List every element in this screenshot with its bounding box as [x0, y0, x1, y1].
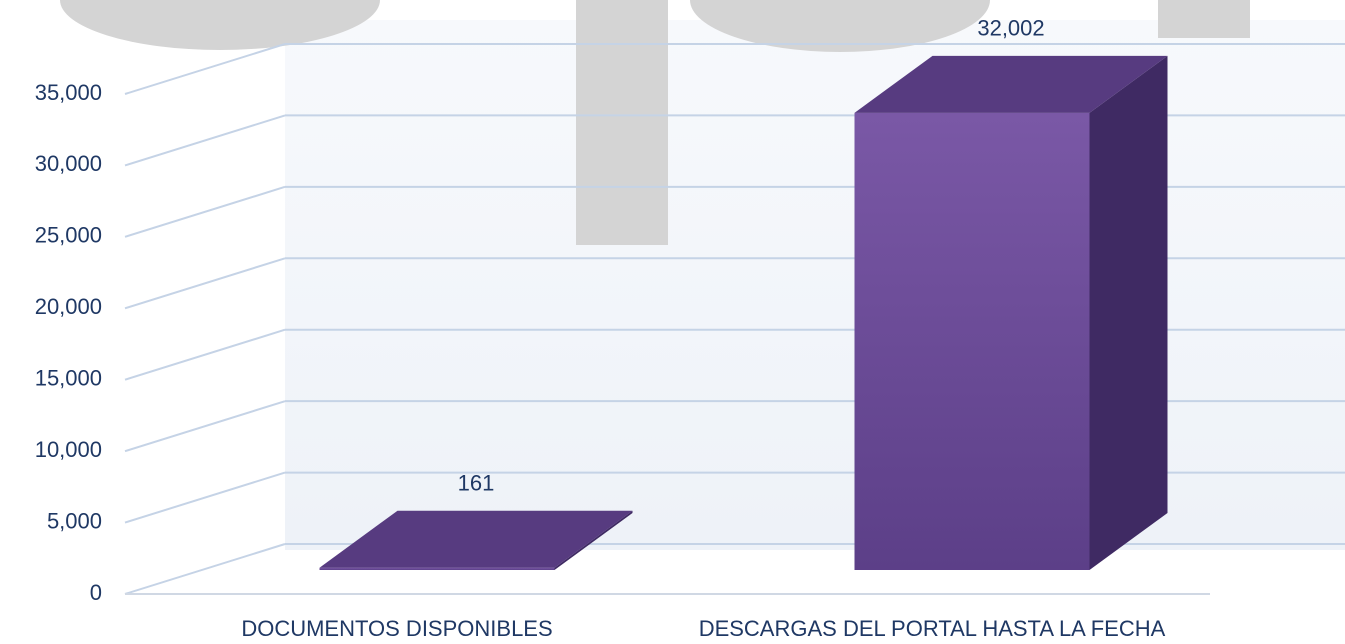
bar-top — [854, 55, 1168, 113]
bar-top — [319, 510, 633, 568]
grid-line-diagonal — [124, 257, 286, 310]
grid-line-diagonal — [124, 328, 286, 381]
x-tick-label: DOCUMENTOS DISPONIBLES — [241, 616, 552, 641]
bar-side — [554, 510, 633, 570]
y-tick-label: 5,000 — [47, 508, 102, 533]
back-wall — [285, 20, 1345, 550]
bar-front — [319, 567, 555, 570]
y-tick-label: 20,000 — [35, 294, 102, 319]
y-tick-label: 30,000 — [35, 151, 102, 176]
bar — [854, 55, 1168, 571]
y-tick-label: 15,000 — [35, 366, 102, 391]
grid-line-diagonal — [124, 185, 286, 238]
grid-line-diagonal — [124, 400, 286, 453]
bar-side — [1089, 55, 1168, 571]
data-label: 161 — [458, 471, 495, 496]
data-label: 32,002 — [977, 16, 1044, 41]
bar-front — [854, 112, 1090, 570]
bar — [319, 510, 633, 570]
x-tick-label: DESCARGAS DEL PORTAL HASTA LA FECHA — [699, 616, 1166, 641]
y-tick-label: 25,000 — [35, 223, 102, 248]
y-tick-label: 35,000 — [35, 80, 102, 105]
y-tick-label: 0 — [90, 580, 102, 605]
grid-line-diagonal — [124, 471, 286, 524]
y-tick-label: 10,000 — [35, 437, 102, 462]
watermark — [60, 0, 1250, 245]
grid-line-diagonal — [124, 543, 286, 595]
grid-line-diagonal — [124, 114, 286, 167]
grid-line-diagonal — [124, 43, 286, 95]
